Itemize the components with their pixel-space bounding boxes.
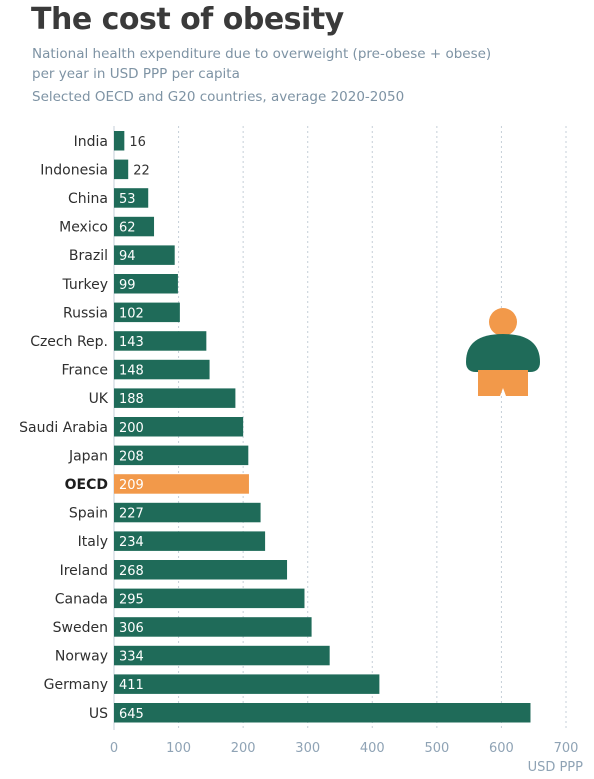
- value-label-turkey: 99: [119, 278, 136, 293]
- x-axis-label: USD PPP: [528, 760, 584, 775]
- category-label-italy: Italy: [78, 534, 108, 550]
- value-label-italy: 234: [119, 535, 144, 550]
- category-label-germany: Germany: [44, 677, 108, 693]
- chart-subtitle-line-2: per year in USD PPP per capita: [32, 66, 240, 82]
- bar-germany: [114, 674, 380, 694]
- bar-us: [114, 703, 531, 723]
- chart-subtitle-line-1: National health expenditure due to overw…: [32, 46, 492, 62]
- bar-sweden: [114, 617, 312, 637]
- category-label-us: US: [89, 706, 108, 722]
- category-label-czech-rep: Czech Rep.: [30, 334, 108, 350]
- category-label-uk: UK: [89, 391, 109, 407]
- category-label-indonesia: Indonesia: [40, 162, 108, 178]
- value-label-oecd: 209: [119, 478, 144, 493]
- category-label-japan: Japan: [68, 448, 108, 464]
- chart-subtitle-line-3: Selected OECD and G20 countries, average…: [32, 89, 405, 105]
- x-tick-500: 500: [424, 741, 449, 756]
- value-label-spain: 227: [119, 507, 144, 522]
- x-tick-300: 300: [295, 741, 320, 756]
- value-label-mexico: 62: [119, 221, 136, 236]
- category-label-india: India: [74, 134, 108, 150]
- bar-turkey: [114, 274, 178, 294]
- x-tick-100: 100: [166, 741, 191, 756]
- category-label-oecd: OECD: [65, 477, 108, 493]
- category-label-spain: Spain: [69, 506, 108, 522]
- value-label-norway: 334: [119, 650, 144, 665]
- value-label-us: 645: [119, 707, 144, 722]
- bar-japan: [114, 445, 249, 466]
- bar-italy: [114, 531, 266, 551]
- value-label-germany: 411: [119, 678, 144, 693]
- overweight-person-icon: [466, 308, 540, 396]
- value-label-ireland: 268: [119, 564, 144, 579]
- bar-oecd: [114, 474, 249, 494]
- value-label-czech-rep: 143: [119, 335, 144, 350]
- bar-saudi-arabia: [114, 417, 244, 437]
- bar-ireland: [114, 560, 288, 580]
- bar-czech-rep: [114, 331, 207, 351]
- category-label-norway: Norway: [55, 649, 108, 665]
- category-label-sweden: Sweden: [53, 620, 108, 636]
- category-label-mexico: Mexico: [59, 220, 108, 236]
- bar-indonesia: [114, 159, 129, 180]
- x-tick-700: 700: [554, 741, 579, 756]
- x-tick-200: 200: [231, 741, 256, 756]
- x-axis: 0 100 200 300 400 500 600 700 USD PPP: [110, 741, 583, 775]
- x-tick-600: 600: [489, 741, 514, 756]
- bar-brazil: [114, 245, 175, 265]
- category-label-france: France: [61, 363, 108, 379]
- category-label-russia: Russia: [63, 305, 108, 321]
- bars: India 16 Indonesia 22 China 53 Mexico 62 Brazil 9…: [19, 131, 531, 723]
- chart-title: The cost of obesity: [31, 2, 344, 37]
- category-label-saudi-arabia: Saudi Arabia: [19, 420, 108, 436]
- value-label-japan: 208: [119, 449, 144, 464]
- value-label-india: 16: [129, 135, 146, 150]
- bar-norway: [114, 645, 330, 666]
- bar-mexico: [114, 216, 155, 237]
- category-label-turkey: Turkey: [61, 277, 108, 293]
- value-label-france: 148: [119, 364, 144, 379]
- bar-canada: [114, 588, 305, 609]
- bar-china: [114, 188, 149, 208]
- category-label-ireland: Ireland: [60, 563, 108, 579]
- value-label-brazil: 94: [119, 249, 136, 264]
- bar-spain: [114, 502, 261, 523]
- bar-uk: [114, 388, 236, 408]
- category-label-brazil: Brazil: [69, 248, 108, 264]
- value-label-sweden: 306: [119, 621, 144, 636]
- value-label-china: 53: [119, 192, 136, 207]
- category-label-china: China: [68, 191, 108, 207]
- category-label-canada: Canada: [55, 591, 108, 607]
- value-label-uk: 188: [119, 392, 144, 407]
- x-tick-400: 400: [360, 741, 385, 756]
- value-label-canada: 295: [119, 592, 144, 607]
- bar-india: [114, 131, 125, 151]
- value-label-russia: 102: [119, 306, 144, 321]
- value-label-indonesia: 22: [133, 163, 150, 178]
- value-label-saudi-arabia: 200: [119, 421, 144, 436]
- bar-france: [114, 359, 210, 380]
- bar-russia: [114, 302, 180, 323]
- x-tick-0: 0: [110, 741, 118, 756]
